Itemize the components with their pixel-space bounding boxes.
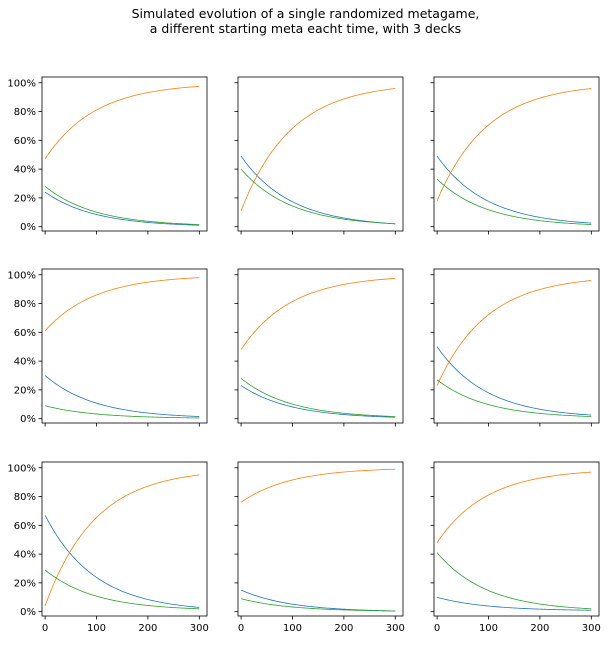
y-tick-label: 60%	[14, 136, 36, 147]
series-line-1	[436, 155, 592, 224]
subplot-frame	[237, 461, 404, 617]
y-tick-label: 0%	[20, 222, 36, 233]
subplot-3	[430, 76, 600, 235]
series-line-2	[240, 277, 396, 350]
y-tick-label: 0%	[20, 414, 36, 425]
x-tick-label: 100	[87, 623, 106, 634]
series-line-3	[436, 552, 592, 610]
series-line-1	[240, 385, 396, 418]
y-tick-label: 20%	[14, 193, 36, 204]
series-line-2	[240, 88, 396, 211]
series-line-2	[44, 474, 200, 607]
title-line-2: a different starting meta eacht time, wi…	[149, 21, 462, 36]
subplot-frame	[237, 268, 404, 424]
x-tick-label: 0	[434, 623, 440, 634]
subplot-frame	[433, 461, 600, 617]
y-tick-label: 60%	[14, 521, 36, 532]
series-line-1	[436, 346, 592, 416]
y-tick-label: 100%	[7, 78, 36, 89]
subplot-8: 0 100 200 300	[234, 461, 405, 634]
subplot-frame	[237, 76, 404, 232]
series-line-3	[44, 569, 200, 610]
subplot-frame	[433, 268, 600, 424]
series-line-3	[240, 598, 396, 612]
y-tick-label: 20%	[14, 385, 36, 396]
y-tick-label: 100%	[7, 270, 36, 281]
x-tick-label: 0	[238, 623, 244, 634]
subplot-frame	[41, 268, 208, 424]
series-line-3	[436, 379, 592, 417]
series-line-2	[44, 85, 200, 160]
series-line-1	[44, 375, 200, 417]
subplot-frame	[433, 76, 600, 232]
y-tick-label: 40%	[14, 357, 36, 368]
series-line-3	[44, 186, 200, 225]
series-line-1	[240, 589, 396, 612]
x-tick-label: 200	[334, 623, 353, 634]
subplot-6	[430, 268, 600, 427]
series-line-2	[44, 277, 200, 332]
series-line-2	[240, 468, 396, 503]
subplot-frame	[41, 76, 208, 232]
x-tick-label: 200	[530, 623, 549, 634]
series-line-3	[240, 378, 396, 417]
y-tick-label: 0%	[20, 607, 36, 618]
series-line-2	[436, 471, 592, 543]
series-line-3	[240, 168, 396, 225]
series-line-1	[240, 155, 396, 225]
figure-title: Simulated evolution of a single randomiz…	[0, 6, 611, 36]
x-tick-label: 100	[479, 623, 498, 634]
x-tick-label: 300	[386, 623, 405, 634]
x-tick-label: 200	[138, 623, 157, 634]
series-line-1	[436, 596, 592, 611]
subplot-frame	[41, 461, 208, 617]
y-tick-label: 20%	[14, 578, 36, 589]
subplot-4: 0% 20% 40% 60% 80% 100%	[7, 268, 208, 427]
y-tick-label: 80%	[14, 299, 36, 310]
y-tick-label: 80%	[14, 107, 36, 118]
subplot-9: 0 100 200 300	[430, 461, 601, 634]
x-tick-label: 300	[190, 623, 209, 634]
subplot-1: 0% 20% 40% 60% 80% 100%	[7, 76, 208, 235]
series-line-3	[436, 178, 592, 225]
title-line-1: Simulated evolution of a single randomiz…	[131, 6, 480, 21]
y-tick-label: 40%	[14, 550, 36, 561]
y-tick-label: 60%	[14, 328, 36, 339]
series-line-2	[436, 88, 592, 201]
x-tick-label: 100	[283, 623, 302, 634]
subplot-7: 0% 20% 40% 60% 80% 100% 0 100 200 300	[7, 461, 209, 634]
y-tick-label: 40%	[14, 165, 36, 176]
y-tick-label: 80%	[14, 492, 36, 503]
series-line-3	[44, 405, 200, 419]
subplot-2	[234, 76, 404, 235]
series-line-1	[44, 191, 200, 226]
x-tick-label: 0	[42, 623, 48, 634]
series-line-1	[44, 515, 200, 608]
x-tick-label: 300	[582, 623, 601, 634]
y-tick-label: 100%	[7, 463, 36, 474]
series-line-2	[436, 280, 592, 386]
subplot-5	[234, 268, 404, 427]
